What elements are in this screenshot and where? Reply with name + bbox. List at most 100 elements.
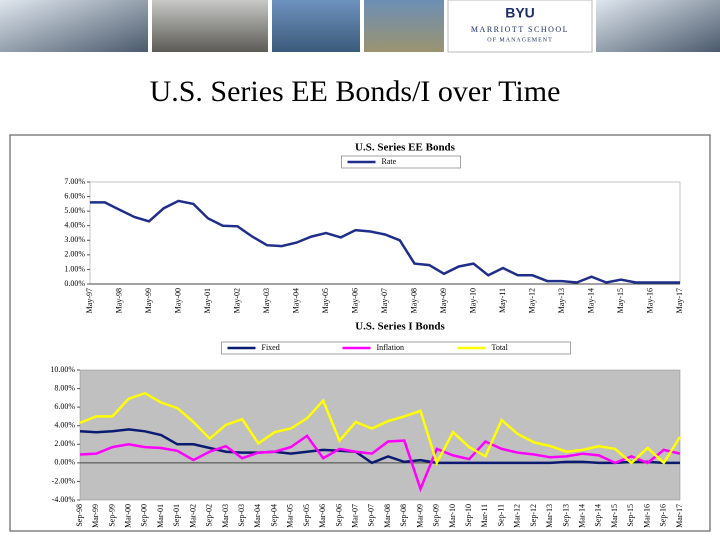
- x-tick-label: Mar-17: [675, 504, 684, 528]
- x-tick-label: Mar-01: [156, 504, 165, 528]
- x-tick-label: May-05: [321, 288, 330, 313]
- chart-title: U.S. Series I Bonds: [355, 321, 445, 333]
- logo: BYU: [505, 5, 535, 21]
- x-tick-label: Sep-07: [367, 504, 376, 527]
- x-tick-label: Sep-99: [107, 504, 116, 527]
- x-tick-label: May-11: [498, 288, 507, 313]
- y-tick-label: 2.00%: [64, 250, 85, 259]
- x-tick-label: Mar-05: [286, 504, 295, 528]
- x-tick-label: Mar-07: [351, 504, 360, 528]
- y-tick-label: 7.00%: [64, 177, 85, 186]
- legend-label: Total: [492, 343, 509, 352]
- x-tick-label: Sep-05: [302, 504, 311, 527]
- x-tick-label: Mar-12: [513, 504, 522, 528]
- x-tick-label: Sep-12: [529, 504, 538, 527]
- legend-label: Rate: [382, 157, 397, 166]
- slide-title: U.S. Series EE Bonds/I over Time: [150, 75, 561, 108]
- x-tick-label: May-04: [291, 288, 300, 313]
- x-tick-label: Sep-01: [172, 504, 181, 527]
- series-line: [79, 391, 682, 467]
- x-tick-label: Mar-16: [642, 504, 651, 528]
- chart: 0.00% 1.00% 2.00% 3.00% 4.00% 5.00% 6.00% 7.00%…: [64, 142, 684, 314]
- y-tick-label: 10.00%: [50, 365, 75, 374]
- y-tick-label: 0.00%: [54, 458, 75, 467]
- x-tick-label: May-16: [645, 288, 654, 313]
- x-tick-label: Sep-08: [399, 504, 408, 527]
- x-tick-label: Sep-04: [269, 504, 278, 527]
- y-tick-label: 3.00%: [64, 235, 85, 244]
- chart: -4.00% -2.00% 0.00% 2.00% 4.00% 6.00% 8.00% 10.…: [50, 321, 684, 528]
- banner-photo: [152, 0, 268, 52]
- plot-area: [79, 369, 681, 501]
- x-tick-label: Sep-14: [594, 504, 603, 527]
- x-tick-label: May-10: [468, 288, 477, 313]
- plot-area: [89, 181, 681, 285]
- y-tick-label: 4.00%: [54, 421, 75, 430]
- y-tick-label: 2.00%: [54, 439, 75, 448]
- x-tick-label: May-15: [616, 288, 625, 313]
- y-tick-label: 8.00%: [54, 383, 75, 392]
- x-tick-label: Sep-06: [334, 504, 343, 527]
- x-tick-label: Mar-15: [610, 504, 619, 528]
- legend-box: [221, 341, 571, 355]
- x-tick-label: Mar-00: [123, 504, 132, 528]
- x-tick-label: Mar-99: [91, 504, 100, 528]
- series-line: [79, 434, 681, 493]
- x-tick-label: May-99: [144, 288, 153, 313]
- x-tick-label: Mar-14: [578, 504, 587, 528]
- x-tick-label: May-01: [203, 288, 212, 313]
- x-tick-label: May-08: [409, 288, 418, 313]
- x-tick-label: Sep-09: [432, 504, 441, 527]
- x-tick-label: Mar-09: [415, 504, 424, 528]
- x-tick-label: Mar-10: [448, 504, 457, 528]
- banner-photo: [272, 0, 360, 52]
- school-name: MARRIOTT SCHOOL: [471, 25, 569, 34]
- series-line: [90, 199, 680, 284]
- x-tick-label: Sep-02: [205, 504, 214, 527]
- legend-label: Fixed: [262, 343, 280, 352]
- banner-photo: [596, 0, 720, 52]
- x-tick-label: Mar-06: [318, 504, 327, 528]
- school-sub: OF MANAGEMENT: [487, 37, 553, 43]
- x-tick-label: May-06: [350, 288, 359, 313]
- y-tick-label: 4.00%: [64, 221, 85, 230]
- x-tick-label: May-97: [85, 288, 94, 313]
- x-tick-label: May-07: [380, 288, 389, 313]
- x-tick-label: May-03: [262, 288, 271, 313]
- x-tick-label: Sep-13: [561, 504, 570, 527]
- x-tick-label: Sep-16: [659, 504, 668, 527]
- x-tick-label: Sep-00: [140, 504, 149, 527]
- x-tick-label: Sep-10: [464, 504, 473, 527]
- x-tick-label: Mar-02: [188, 504, 197, 528]
- y-tick-label: -4.00%: [52, 495, 76, 504]
- x-tick-label: May-12: [527, 288, 536, 313]
- x-tick-label: May-17: [675, 288, 684, 313]
- banner-photo: [364, 0, 444, 52]
- y-tick-label: -2.00%: [52, 476, 76, 485]
- y-tick-label: 5.00%: [64, 206, 85, 215]
- x-tick-label: Mar-13: [545, 504, 554, 528]
- logo-box: [447, 0, 593, 53]
- x-tick-label: Mar-04: [253, 504, 262, 528]
- y-tick-label: 0.00%: [64, 279, 85, 288]
- y-tick-label: 1.00%: [64, 264, 85, 273]
- x-tick-label: May-14: [586, 288, 595, 313]
- y-tick-label: 6.00%: [64, 191, 85, 200]
- legend-box: [341, 155, 461, 169]
- x-tick-label: Mar-11: [480, 504, 489, 528]
- x-tick-label: Mar-03: [221, 504, 230, 528]
- x-tick-label: May-13: [557, 288, 566, 313]
- x-tick-label: May-09: [439, 288, 448, 313]
- x-tick-label: Sep-03: [237, 504, 246, 527]
- x-tick-label: May-00: [173, 288, 182, 313]
- series-line: [79, 428, 680, 465]
- y-tick-label: 6.00%: [54, 402, 75, 411]
- x-tick-label: Mar-08: [383, 504, 392, 528]
- legend-label: Inflation: [377, 343, 405, 352]
- x-tick-label: Sep-15: [626, 504, 635, 527]
- x-tick-label: Sep-98: [75, 504, 84, 527]
- x-tick-label: Sep-11: [496, 504, 505, 526]
- x-tick-label: May-02: [232, 288, 241, 313]
